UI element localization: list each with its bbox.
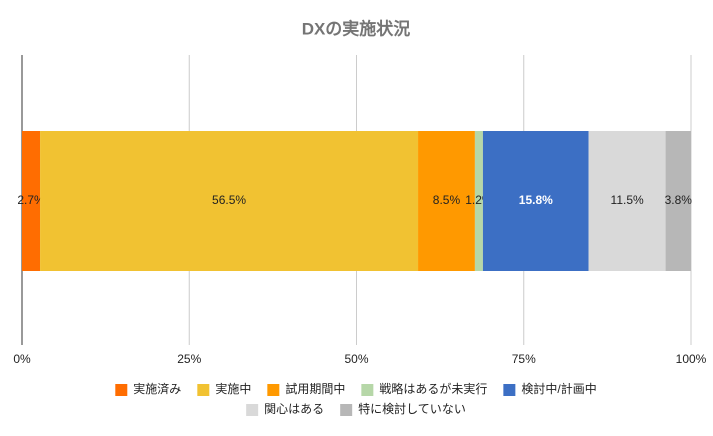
legend-label: 特に検討していない <box>358 401 466 416</box>
legend-swatch <box>340 404 353 416</box>
bar-segment <box>482 131 589 271</box>
bar-segment <box>22 131 41 271</box>
bar-segment <box>418 131 475 271</box>
data-label: 11.5% <box>611 193 644 207</box>
legend-swatch <box>115 384 128 396</box>
legend-swatch <box>267 384 280 396</box>
data-label: 3.8% <box>665 193 693 207</box>
legend-label: 実施中 <box>215 381 251 396</box>
data-label: 56.5% <box>212 193 246 207</box>
data-label: 2.7% <box>17 193 45 207</box>
bar-segment <box>474 131 483 271</box>
x-tick-label: 75% <box>512 352 536 366</box>
bar-segment <box>40 131 419 271</box>
legend-label: 戦略はあるが未実行 <box>379 381 487 396</box>
chart-title: DXの実施状況 <box>302 18 411 38</box>
legend-label: 関心はある <box>264 402 324 416</box>
x-tick-label: 25% <box>177 352 201 366</box>
bar-segment <box>588 131 666 271</box>
x-tick-label: 0% <box>13 352 31 366</box>
data-label: 8.5% <box>433 193 461 207</box>
legend-label: 試用期間中 <box>285 381 345 396</box>
data-label: 15.8% <box>519 193 553 207</box>
x-tick-label: 100% <box>676 352 707 366</box>
legend-swatch <box>503 384 516 396</box>
legend-label: 実施済み <box>133 381 181 396</box>
legend-label: 検討中/計画中 <box>521 381 596 396</box>
x-tick-label: 50% <box>344 352 368 366</box>
legend-swatch <box>197 384 210 396</box>
legend-swatch <box>246 404 259 416</box>
bar-segment <box>665 131 691 271</box>
legend-swatch <box>361 384 374 396</box>
